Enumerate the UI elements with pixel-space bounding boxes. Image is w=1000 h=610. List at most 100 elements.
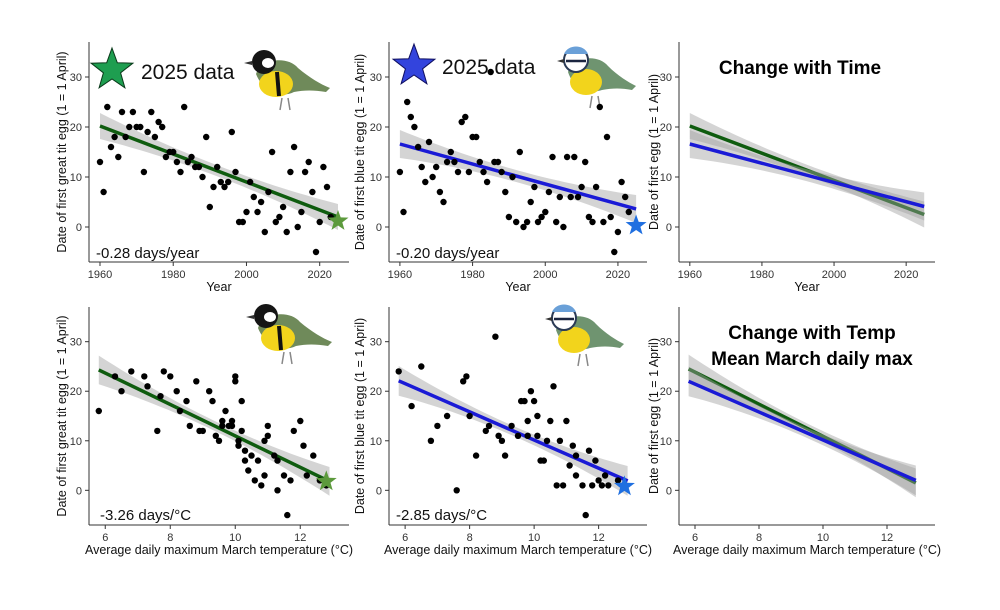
- great-tit-regression-line: [689, 124, 925, 217]
- data-point: [232, 378, 239, 385]
- data-point: [460, 378, 467, 385]
- blue-tit-regression-line: [397, 379, 629, 483]
- data-point: [212, 432, 219, 439]
- data-point: [272, 218, 279, 226]
- data-point: [566, 462, 573, 469]
- star-2025-data-point: [625, 214, 647, 235]
- data-point: [167, 373, 174, 380]
- data-point: [547, 417, 554, 425]
- data-point: [283, 228, 290, 236]
- data-point: [487, 68, 494, 76]
- data-point: [140, 168, 148, 176]
- data-point: [122, 133, 129, 141]
- data-point: [585, 447, 593, 454]
- data-point: [567, 193, 574, 201]
- data-point: [571, 153, 578, 161]
- y-tick-label: 30: [370, 337, 382, 349]
- data-point: [498, 168, 505, 176]
- x-axis-title: Year: [206, 280, 231, 294]
- star-2025-data-point: [315, 470, 337, 491]
- blue-tit-regression-line: [399, 142, 637, 211]
- data-point: [148, 108, 155, 116]
- data-point: [219, 417, 226, 425]
- data-point: [181, 103, 188, 111]
- legend-star-great-tit: [89, 46, 135, 89]
- data-point: [531, 183, 538, 191]
- data-point: [549, 153, 556, 161]
- data-point: [521, 397, 528, 405]
- data-point: [540, 457, 547, 464]
- data-point: [451, 158, 458, 166]
- data-point: [509, 173, 516, 181]
- data-point: [550, 383, 557, 390]
- x-tick-label: 6: [102, 532, 108, 544]
- data-point: [596, 103, 603, 111]
- x-tick-label: 2000: [533, 269, 557, 281]
- data-point: [214, 163, 221, 171]
- y-tick-label: 30: [370, 72, 382, 84]
- data-point: [162, 153, 170, 161]
- data-point: [257, 198, 265, 206]
- data-point: [453, 487, 460, 494]
- data-point: [228, 417, 236, 425]
- data-point: [290, 143, 298, 151]
- data-point: [458, 118, 465, 126]
- x-tick-label: 1980: [460, 269, 484, 281]
- data-point: [154, 427, 161, 435]
- y-tick-label: 10: [370, 172, 382, 184]
- data-point: [280, 472, 288, 479]
- slope-annotation: -2.85 days/°C: [396, 507, 487, 524]
- data-point: [170, 148, 177, 156]
- data-point: [199, 173, 206, 181]
- x-tick-label: 12: [593, 532, 605, 544]
- y-tick-label: 10: [660, 172, 672, 184]
- data-point: [188, 153, 195, 161]
- data-point: [195, 163, 203, 171]
- y-tick-label: 30: [660, 72, 672, 84]
- blue-tit-regression-line: [689, 142, 925, 209]
- data-point: [414, 143, 422, 151]
- data-point: [254, 208, 261, 216]
- data-point: [466, 412, 473, 420]
- x-tick-label: 12: [881, 532, 893, 544]
- y-tick-label: 10: [660, 436, 672, 448]
- data-point: [100, 188, 107, 196]
- x-tick-label: 6: [402, 532, 408, 544]
- data-point: [542, 208, 549, 216]
- y-axis-title: Date of first blue tit egg (1 = 1 April): [353, 318, 367, 514]
- panel-great-tit-year: 0 10 20 30 1960 1980 2000 2020 Year Date of first…: [55, 42, 349, 294]
- y-axis-title: Date of first blue tit egg (1 = 1 April): [353, 54, 367, 250]
- data-point: [238, 397, 245, 405]
- data-point: [465, 168, 473, 176]
- data-point: [422, 178, 429, 186]
- data-point: [309, 188, 316, 196]
- data-point: [407, 113, 414, 121]
- data-point: [563, 417, 570, 425]
- data-point: [462, 113, 469, 121]
- panel-change-with-time: 0 10 20 30 1960 1980 2000 2020 Year Date of first…: [647, 42, 935, 294]
- x-axis-title: Average daily maximum March temperature …: [85, 543, 353, 557]
- panel-title-change-with-temp: Change with Temp: [728, 323, 895, 344]
- data-point: [574, 193, 582, 201]
- data-point: [239, 218, 246, 226]
- data-point: [111, 373, 119, 380]
- data-point: [572, 472, 580, 479]
- data-point: [210, 183, 217, 191]
- x-tick-label: 1980: [750, 269, 774, 281]
- data-point: [498, 437, 506, 444]
- data-point: [436, 188, 444, 196]
- x-tick-label: 2000: [234, 269, 258, 281]
- y-tick-label: 20: [660, 386, 672, 398]
- data-point: [151, 133, 159, 141]
- data-point: [454, 168, 462, 176]
- y-tick-label: 20: [370, 386, 382, 398]
- data-point: [589, 482, 596, 489]
- data-point: [411, 123, 418, 131]
- data-point: [251, 477, 258, 484]
- data-point: [228, 128, 235, 136]
- x-axis-title: Average daily maximum March temperature …: [673, 543, 941, 557]
- data-point: [585, 213, 593, 221]
- data-point: [404, 98, 411, 106]
- data-point: [463, 373, 470, 380]
